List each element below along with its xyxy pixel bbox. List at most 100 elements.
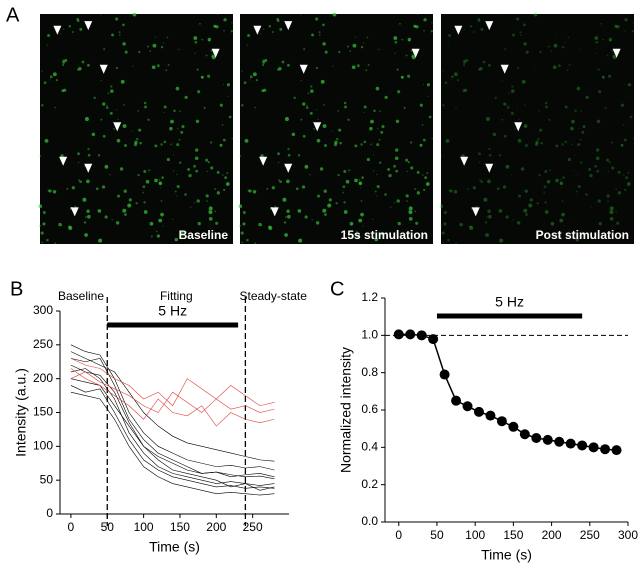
puncta	[416, 13, 419, 16]
puncta	[397, 90, 401, 94]
puncta	[395, 119, 400, 124]
puncta	[318, 31, 321, 34]
puncta	[484, 221, 488, 224]
puncta	[370, 143, 373, 146]
puncta	[52, 72, 57, 77]
puncta	[501, 118, 504, 121]
data-point	[565, 438, 576, 449]
puncta	[335, 202, 338, 205]
puncta	[612, 54, 615, 58]
puncta	[97, 209, 102, 213]
puncta	[71, 186, 75, 190]
puncta	[482, 60, 486, 64]
puncta	[612, 55, 617, 60]
x-tick-label: 150	[503, 528, 523, 542]
y-tick-label: 0	[46, 506, 53, 520]
puncta	[378, 48, 380, 51]
puncta	[366, 157, 370, 162]
puncta	[85, 215, 87, 218]
puncta	[479, 67, 483, 71]
puncta	[401, 38, 404, 41]
puncta	[97, 154, 101, 157]
puncta	[510, 111, 514, 115]
puncta	[464, 88, 468, 92]
puncta	[581, 130, 585, 134]
puncta	[516, 66, 520, 70]
puncta	[611, 166, 615, 170]
arrowhead	[53, 25, 62, 35]
puncta	[155, 230, 158, 233]
puncta	[424, 176, 428, 180]
arrowhead	[612, 48, 621, 58]
data-point	[485, 410, 496, 421]
puncta	[318, 34, 321, 36]
puncta	[119, 167, 124, 171]
puncta	[377, 127, 379, 130]
puncta	[216, 170, 220, 174]
puncta	[266, 187, 269, 190]
puncta	[415, 221, 419, 225]
puncta	[620, 143, 624, 147]
panel-label: C	[330, 278, 344, 300]
puncta	[154, 36, 156, 38]
data-point	[496, 416, 507, 427]
puncta	[564, 140, 568, 144]
puncta	[77, 152, 80, 156]
puncta	[214, 188, 217, 191]
puncta	[461, 154, 465, 158]
puncta	[607, 200, 609, 202]
puncta	[469, 24, 473, 28]
x-tick-label: 200	[206, 520, 226, 534]
puncta	[523, 208, 528, 213]
puncta	[156, 234, 161, 238]
puncta	[559, 179, 562, 181]
puncta	[322, 208, 327, 213]
puncta	[78, 179, 81, 182]
puncta	[360, 45, 364, 49]
puncta	[132, 12, 137, 17]
puncta	[501, 79, 503, 82]
puncta	[230, 30, 233, 33]
puncta	[534, 142, 539, 147]
puncta	[559, 181, 564, 186]
puncta	[42, 222, 46, 226]
puncta	[462, 63, 466, 67]
puncta	[262, 60, 266, 64]
puncta	[39, 224, 42, 227]
puncta	[241, 104, 244, 107]
data-point	[554, 436, 565, 447]
puncta	[47, 34, 51, 37]
puncta	[579, 48, 581, 51]
puncta	[281, 60, 285, 64]
puncta	[440, 224, 443, 227]
puncta	[208, 210, 213, 215]
puncta	[607, 233, 610, 236]
puncta	[406, 170, 409, 173]
puncta	[324, 213, 327, 216]
x-tick-label: 0	[68, 520, 75, 534]
puncta	[179, 110, 181, 113]
puncta	[379, 110, 381, 113]
puncta	[277, 152, 280, 156]
puncta	[219, 103, 223, 107]
puncta	[407, 160, 410, 164]
puncta	[503, 102, 507, 106]
puncta	[426, 83, 431, 87]
puncta	[431, 21, 433, 24]
puncta	[405, 158, 409, 162]
puncta	[324, 50, 328, 54]
puncta	[68, 24, 72, 28]
puncta	[552, 65, 557, 70]
puncta	[365, 69, 368, 72]
puncta	[523, 124, 528, 128]
puncta	[206, 233, 209, 236]
puncta	[514, 127, 517, 130]
puncta	[628, 95, 630, 97]
puncta	[131, 130, 133, 132]
puncta	[83, 221, 87, 224]
stimulus-bar	[436, 313, 583, 319]
puncta	[450, 79, 452, 81]
puncta	[609, 39, 612, 42]
puncta	[498, 209, 503, 213]
puncta	[215, 221, 219, 225]
